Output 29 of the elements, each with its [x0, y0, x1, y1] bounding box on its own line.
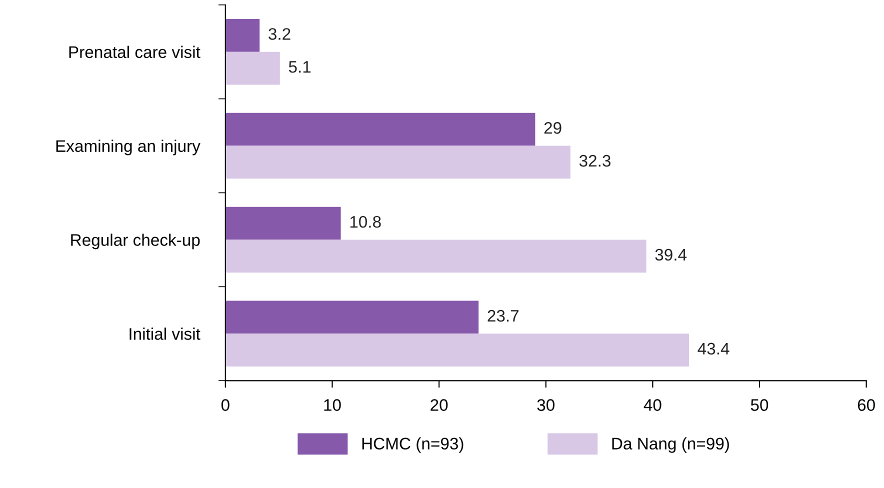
- bar: [225, 206, 341, 240]
- y-tick-label: Prenatal care visit: [69, 46, 200, 58]
- x-tick-label: 60: [858, 399, 875, 411]
- bar: [225, 52, 280, 85]
- bar: [225, 18, 260, 52]
- x-tick-label: 50: [750, 399, 768, 411]
- data-label: 23.7: [488, 310, 519, 322]
- x-tick-label: 20: [430, 399, 448, 411]
- y-tick-label: Initial visit: [130, 328, 200, 340]
- y-tick-label: Examining an injury: [56, 140, 200, 156]
- data-label: 39.4: [655, 248, 687, 261]
- data-label: 29: [544, 122, 562, 134]
- x-tick-label: 40: [644, 399, 662, 411]
- bar: [225, 240, 646, 273]
- data-label: 3.2: [268, 28, 290, 40]
- bar: [225, 300, 479, 334]
- x-tick-label: 30: [537, 399, 554, 411]
- data-label: 32.3: [579, 154, 610, 167]
- legend-label: Da Nang (n=99): [612, 437, 729, 453]
- data-label: 5.1: [288, 61, 311, 73]
- bar: [225, 334, 690, 367]
- data-label: 43.4: [698, 342, 730, 355]
- x-tick-label: 10: [324, 399, 341, 411]
- data-label: 10.8: [350, 216, 381, 228]
- bar: [225, 146, 570, 179]
- x-tick-label: 0: [221, 399, 230, 411]
- bar: [225, 112, 536, 146]
- y-tick-label: Regular check-up: [71, 234, 200, 250]
- legend-label: HCMC (n=93): [362, 437, 464, 453]
